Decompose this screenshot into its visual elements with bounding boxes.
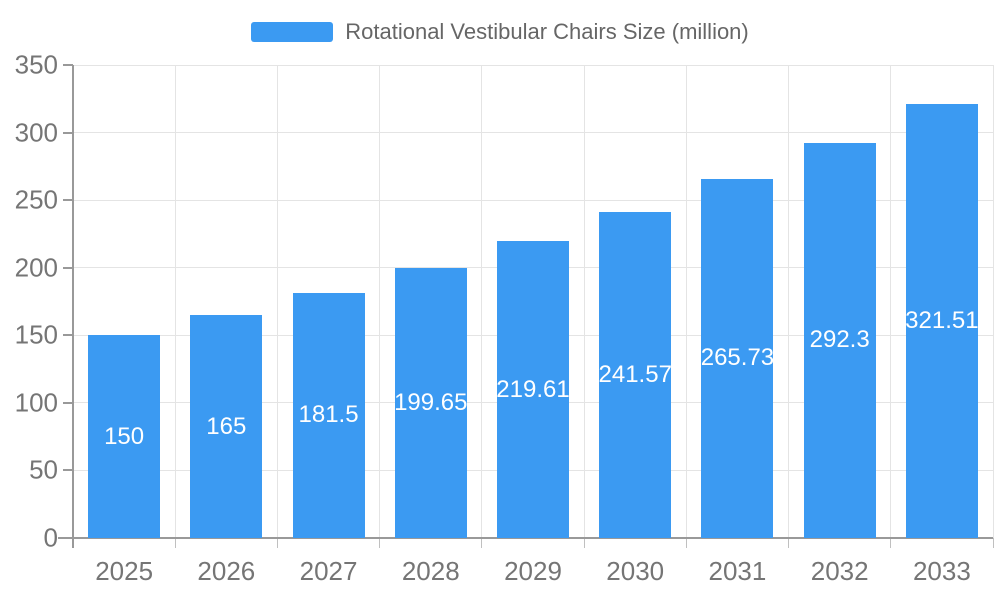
x-gridline: [685, 65, 687, 538]
bar-value-label: 292.3: [809, 326, 870, 354]
y-axis-tick: [63, 266, 73, 269]
y-axis-label: 250: [14, 184, 58, 215]
y-gridline: [73, 199, 993, 201]
x-gridline: [583, 65, 585, 538]
y-axis-tick: [63, 334, 73, 337]
x-axis-tick: [992, 538, 994, 548]
x-axis-label: 2025: [95, 556, 154, 586]
x-axis-label: 2031: [708, 556, 767, 586]
bar[interactable]: [88, 335, 161, 538]
y-axis-label: 300: [14, 117, 58, 148]
bar[interactable]: [905, 103, 978, 538]
x-axis-label: 2032: [810, 556, 869, 586]
bar-value-label: 265.73: [700, 344, 775, 372]
bar[interactable]: [599, 211, 672, 538]
bar-value-label: 150: [104, 422, 145, 450]
y-gridline: [73, 132, 993, 134]
legend-item[interactable]: Rotational Vestibular Chairs Size (milli…: [0, 20, 1000, 44]
x-gridline: [276, 65, 278, 538]
y-axis-label: 50: [29, 454, 58, 485]
x-axis-label: 2027: [299, 556, 358, 586]
bar[interactable]: [292, 292, 365, 538]
bar[interactable]: [394, 268, 467, 538]
y-gridline: [73, 64, 993, 66]
bar-value-label: 199.65: [394, 389, 468, 417]
bar-value-label: 321.51: [905, 306, 979, 334]
x-axis-label: 2029: [504, 556, 562, 586]
bar-value-label: 219.61: [496, 375, 570, 403]
x-axis-tick: [890, 538, 892, 548]
y-axis-label: 100: [14, 387, 58, 418]
x-gridline: [788, 65, 790, 538]
x-axis-tick: [481, 538, 483, 548]
x-axis-label: 2026: [197, 556, 256, 586]
x-axis-tick: [788, 538, 790, 548]
y-axis-tick: [63, 401, 73, 404]
bar[interactable]: [497, 241, 569, 538]
y-axis-label: 150: [14, 319, 58, 350]
x-axis-label: 2028: [401, 556, 460, 586]
y-axis-tick: [63, 469, 73, 472]
y-axis-line: [72, 65, 74, 548]
x-axis-tick: [174, 538, 176, 548]
x-axis-label: 2033: [912, 556, 971, 586]
y-axis-tick: [63, 199, 73, 202]
bar[interactable]: [701, 178, 774, 538]
x-axis-line: [58, 537, 993, 539]
x-gridline: [992, 65, 994, 538]
y-axis-label: 350: [14, 49, 58, 80]
bar[interactable]: [803, 142, 876, 538]
x-axis-tick: [379, 538, 381, 548]
legend-label: Rotational Vestibular Chairs Size (milli…: [345, 19, 749, 44]
x-axis-tick: [583, 538, 585, 548]
x-gridline: [481, 65, 483, 538]
plot-area: 0 50 100 150 200 250 300 350 150 2025 165 2026 181.5…: [15, 50, 994, 586]
y-axis-label: 200: [14, 252, 58, 283]
legend-swatch-icon: [251, 22, 334, 42]
x-gridline: [379, 65, 381, 538]
x-axis-tick: [276, 538, 278, 548]
bar-value-label: 181.5: [298, 401, 359, 429]
x-gridline: [174, 65, 176, 538]
bar[interactable]: [190, 315, 263, 538]
x-gridline: [890, 65, 892, 538]
y-axis-tick: [63, 64, 73, 66]
bar-value-label: 165: [206, 412, 247, 440]
y-axis-label: 0: [43, 522, 58, 553]
y-axis-tick: [63, 131, 73, 134]
x-axis-label: 2030: [606, 556, 665, 586]
bar-value-label: 241.57: [598, 360, 672, 388]
x-axis-tick: [685, 538, 687, 548]
